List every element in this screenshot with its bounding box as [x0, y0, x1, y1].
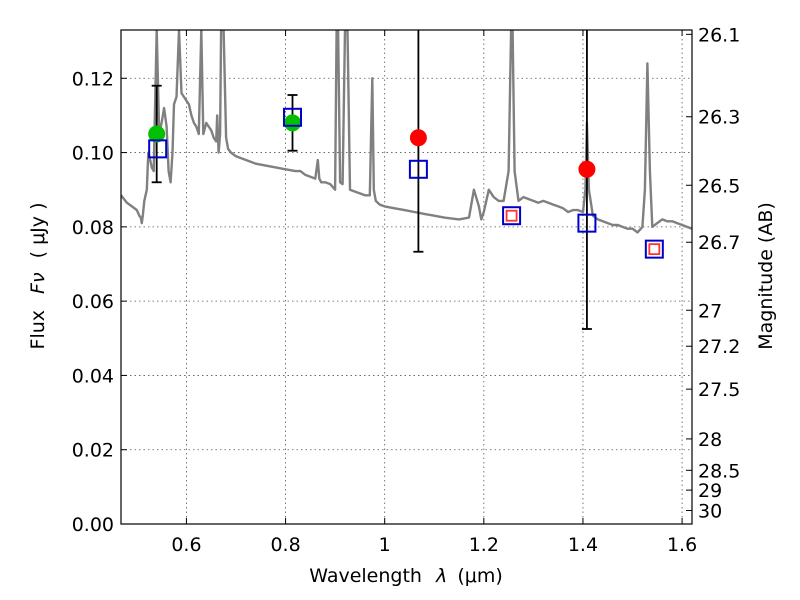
model-square-inner-marker — [648, 243, 661, 256]
y-tick-label: 0.08 — [72, 217, 114, 239]
x-tick-label: 1 — [379, 534, 391, 556]
x-tick-label: 1.4 — [568, 534, 598, 556]
y-axis-label-text: Flux — [27, 310, 49, 350]
x-axis-label: Wavelength λ (μm) — [309, 565, 502, 587]
y2-tick-label: 26.1 — [698, 24, 740, 46]
y2-tick-label: 27 — [698, 300, 722, 322]
y-tick-label: 0.06 — [72, 291, 114, 313]
plot-frame — [120, 29, 693, 525]
grid-lines — [121, 30, 692, 524]
y2-tick-label: 29 — [698, 480, 722, 502]
data-point — [283, 114, 301, 132]
template-spectrum-line — [121, 30, 692, 234]
x-axis-label-unit: (μm) — [457, 565, 502, 587]
plot-area — [121, 30, 692, 330]
y-tick-label: 0.04 — [72, 365, 114, 387]
y2-axis-label: Magnitude (AB) — [755, 202, 777, 350]
x-axis-label-text: Wavelength — [309, 565, 422, 587]
data-point — [578, 160, 596, 178]
y-tick-label: 0.12 — [72, 68, 114, 90]
model-square-inner-marker — [505, 209, 518, 222]
model-square-marker — [502, 206, 522, 226]
y2-tick-label: 27.5 — [698, 379, 740, 401]
x-tick-label: 1.2 — [469, 534, 499, 556]
y2-tick-label: 28 — [698, 429, 722, 451]
model-square-marker — [644, 239, 664, 259]
y2-tick-label: 28.5 — [698, 460, 740, 482]
y2-tick-label: 26.5 — [698, 175, 740, 197]
y2-tick-label: 26.7 — [698, 232, 740, 254]
x-tick-label: 1.6 — [667, 534, 697, 556]
data-point — [148, 125, 166, 143]
y-axis-label-unit: ( μJy ) — [27, 203, 49, 259]
model-square-marker — [577, 213, 597, 233]
y2-tick-label: 30 — [698, 501, 722, 523]
model-square-marker — [282, 107, 302, 127]
data-point — [409, 129, 427, 147]
x-tick-label: 0.6 — [171, 534, 201, 556]
y-axis-label-symbol: Fν — [27, 272, 49, 294]
y2-tick-label: 26.3 — [698, 107, 740, 129]
y-tick-label: 0.10 — [72, 143, 114, 165]
axes: 0.6 0.8 1 1.2 1.4 1.6 0.00 0.02 0.04 0.06 0.08 0.10… — [72, 24, 741, 556]
x-axis-label-symbol: λ — [435, 565, 447, 587]
y-axis-label: Flux Fν ( μJy ) — [27, 203, 49, 350]
y2-tick-label: 27.2 — [698, 336, 740, 358]
y-tick-label: 0.00 — [72, 514, 114, 536]
x-tick-label: 0.8 — [270, 534, 300, 556]
model-square-marker — [408, 159, 428, 179]
model-square-marker — [148, 139, 168, 159]
y-tick-label: 0.02 — [72, 440, 114, 462]
